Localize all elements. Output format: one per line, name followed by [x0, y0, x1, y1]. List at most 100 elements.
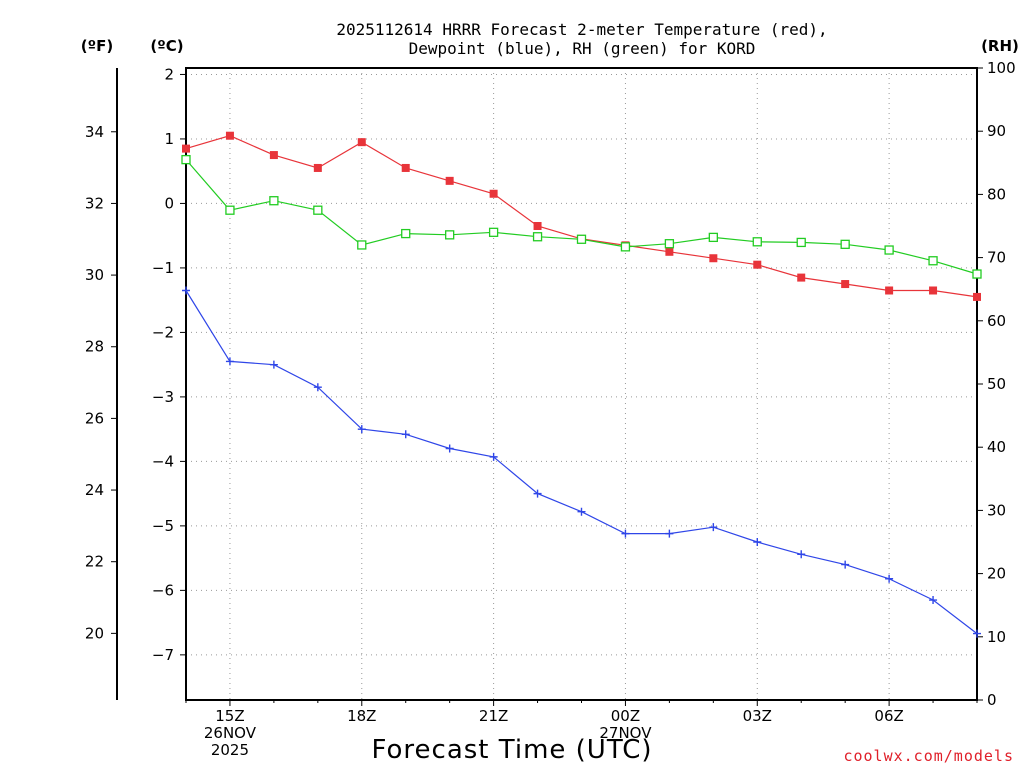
- plot-frame: [185, 67, 978, 701]
- fahrenheit-axis: 34 32 30 28 26 24 22 20: [85, 123, 117, 642]
- x-axis-title: Forecast Time (UTC): [371, 735, 652, 765]
- temperature-point: [797, 273, 806, 282]
- dewpoint-point: [182, 286, 190, 295]
- celsius-unit-label: (ºC): [150, 37, 183, 55]
- dewpoint-point: [621, 529, 630, 538]
- dewpoint-point: [445, 444, 454, 453]
- rh-unit-label: (RH): [981, 37, 1019, 55]
- time-tick-label: 03Z: [743, 707, 772, 725]
- temperature-point: [357, 138, 366, 147]
- rh-point: [225, 205, 235, 215]
- dewpoint-point: [797, 550, 806, 559]
- temperature-point: [929, 286, 938, 295]
- celsius-tick-label: −3: [152, 388, 174, 406]
- site-credit: coolwx.com/models: [843, 747, 1014, 765]
- celsius-tick-label: −7: [152, 646, 174, 664]
- rh-tick-label: 100: [987, 59, 1016, 77]
- fahrenheit-tick-label: 34: [85, 123, 104, 141]
- rh-point: [884, 245, 894, 255]
- celsius-tick-label: 1: [164, 130, 174, 148]
- rh-point: [445, 230, 455, 240]
- dewpoint-point: [313, 383, 322, 392]
- rh-point: [357, 240, 367, 250]
- dewpoint-point: [709, 523, 718, 532]
- temperature-point: [709, 254, 718, 263]
- fahrenheit-tick-label: 30: [85, 266, 104, 284]
- rh-tick-label: 50: [987, 375, 1006, 393]
- dewpoint-point: [973, 629, 981, 638]
- rh-point: [488, 227, 499, 237]
- rh-point: [840, 239, 850, 249]
- celsius-axis: 2 1 0 −1 −2 −3 −4 −5 −6 −7: [152, 65, 186, 664]
- celsius-tick-label: −2: [152, 323, 174, 341]
- dewpoint-point: [665, 529, 674, 538]
- rh-point: [532, 232, 543, 242]
- temperature-point: [533, 222, 542, 230]
- grid-lines: [186, 68, 977, 700]
- rh-point: [708, 232, 718, 243]
- time-tick-label: 27NOV: [599, 724, 652, 742]
- fahrenheit-unit-label: (ºF): [81, 37, 113, 55]
- rh-point: [401, 228, 411, 239]
- temperature-point: [973, 292, 981, 301]
- rh-tick-label: 10: [987, 628, 1006, 646]
- celsius-tick-label: −4: [152, 452, 174, 470]
- time-tick-label: 26NOV: [204, 724, 257, 742]
- dewpoint-point: [401, 430, 410, 439]
- dewpoint-point: [753, 538, 762, 546]
- chart-title-line2: Dewpoint (blue), RH (green) for KORD: [409, 39, 756, 58]
- rh-point: [576, 234, 587, 244]
- temperature-point: [665, 247, 674, 256]
- dewpoint-point: [489, 452, 498, 461]
- rh-point: [269, 196, 279, 206]
- rh-tick-label: 30: [987, 501, 1006, 519]
- rh-point: [796, 237, 806, 248]
- rh-tick-label: 70: [987, 249, 1006, 267]
- series-layer: [181, 131, 982, 638]
- fahrenheit-tick-label: 26: [85, 409, 104, 427]
- time-tick-label: 21Z: [479, 707, 508, 725]
- dewpoint-point: [841, 560, 850, 569]
- rh-tick-label: 90: [987, 122, 1006, 140]
- celsius-tick-label: −6: [152, 581, 174, 599]
- temperature-point: [753, 260, 762, 269]
- temperature-point: [401, 163, 410, 172]
- rh-tick-label: 80: [987, 185, 1006, 203]
- dewpoint-point: [357, 425, 366, 434]
- time-tick-label: 18Z: [347, 707, 376, 725]
- fahrenheit-tick-label: 22: [85, 553, 104, 571]
- dewpoint-point: [929, 596, 938, 605]
- rh-point: [752, 237, 762, 247]
- rh-point: [313, 205, 323, 215]
- rh-point: [181, 154, 191, 165]
- rh-point: [928, 256, 938, 266]
- temperature-series-line: [185, 135, 978, 298]
- fahrenheit-tick-label: 32: [85, 194, 104, 212]
- rh-tick-label: 20: [987, 565, 1006, 583]
- temperature-point: [313, 163, 322, 172]
- temperature-point: [225, 131, 234, 140]
- celsius-tick-label: −5: [152, 517, 174, 535]
- time-tick-label: 15Z: [215, 707, 244, 725]
- fahrenheit-tick-label: 28: [85, 338, 104, 356]
- rh-series-line: [185, 159, 978, 275]
- dewpoint-series-line: [185, 290, 978, 635]
- rh-tick-label: 60: [987, 312, 1006, 330]
- dewpoint-point: [577, 507, 586, 516]
- temperature-point: [885, 286, 894, 295]
- rh-point: [664, 239, 675, 249]
- rh-point: [972, 269, 982, 279]
- dewpoint-point: [269, 360, 278, 369]
- temperature-point: [182, 144, 190, 153]
- dewpoint-point: [533, 489, 542, 498]
- celsius-tick-label: 2: [164, 65, 174, 83]
- dewpoint-point: [225, 357, 234, 366]
- chart-title-line1: 2025112614 HRRR Forecast 2-meter Tempera…: [336, 20, 827, 39]
- temperature-point: [445, 176, 454, 185]
- rh-tick-label: 40: [987, 438, 1006, 456]
- time-tick-label: 2025: [211, 741, 249, 759]
- temperature-point: [489, 189, 498, 198]
